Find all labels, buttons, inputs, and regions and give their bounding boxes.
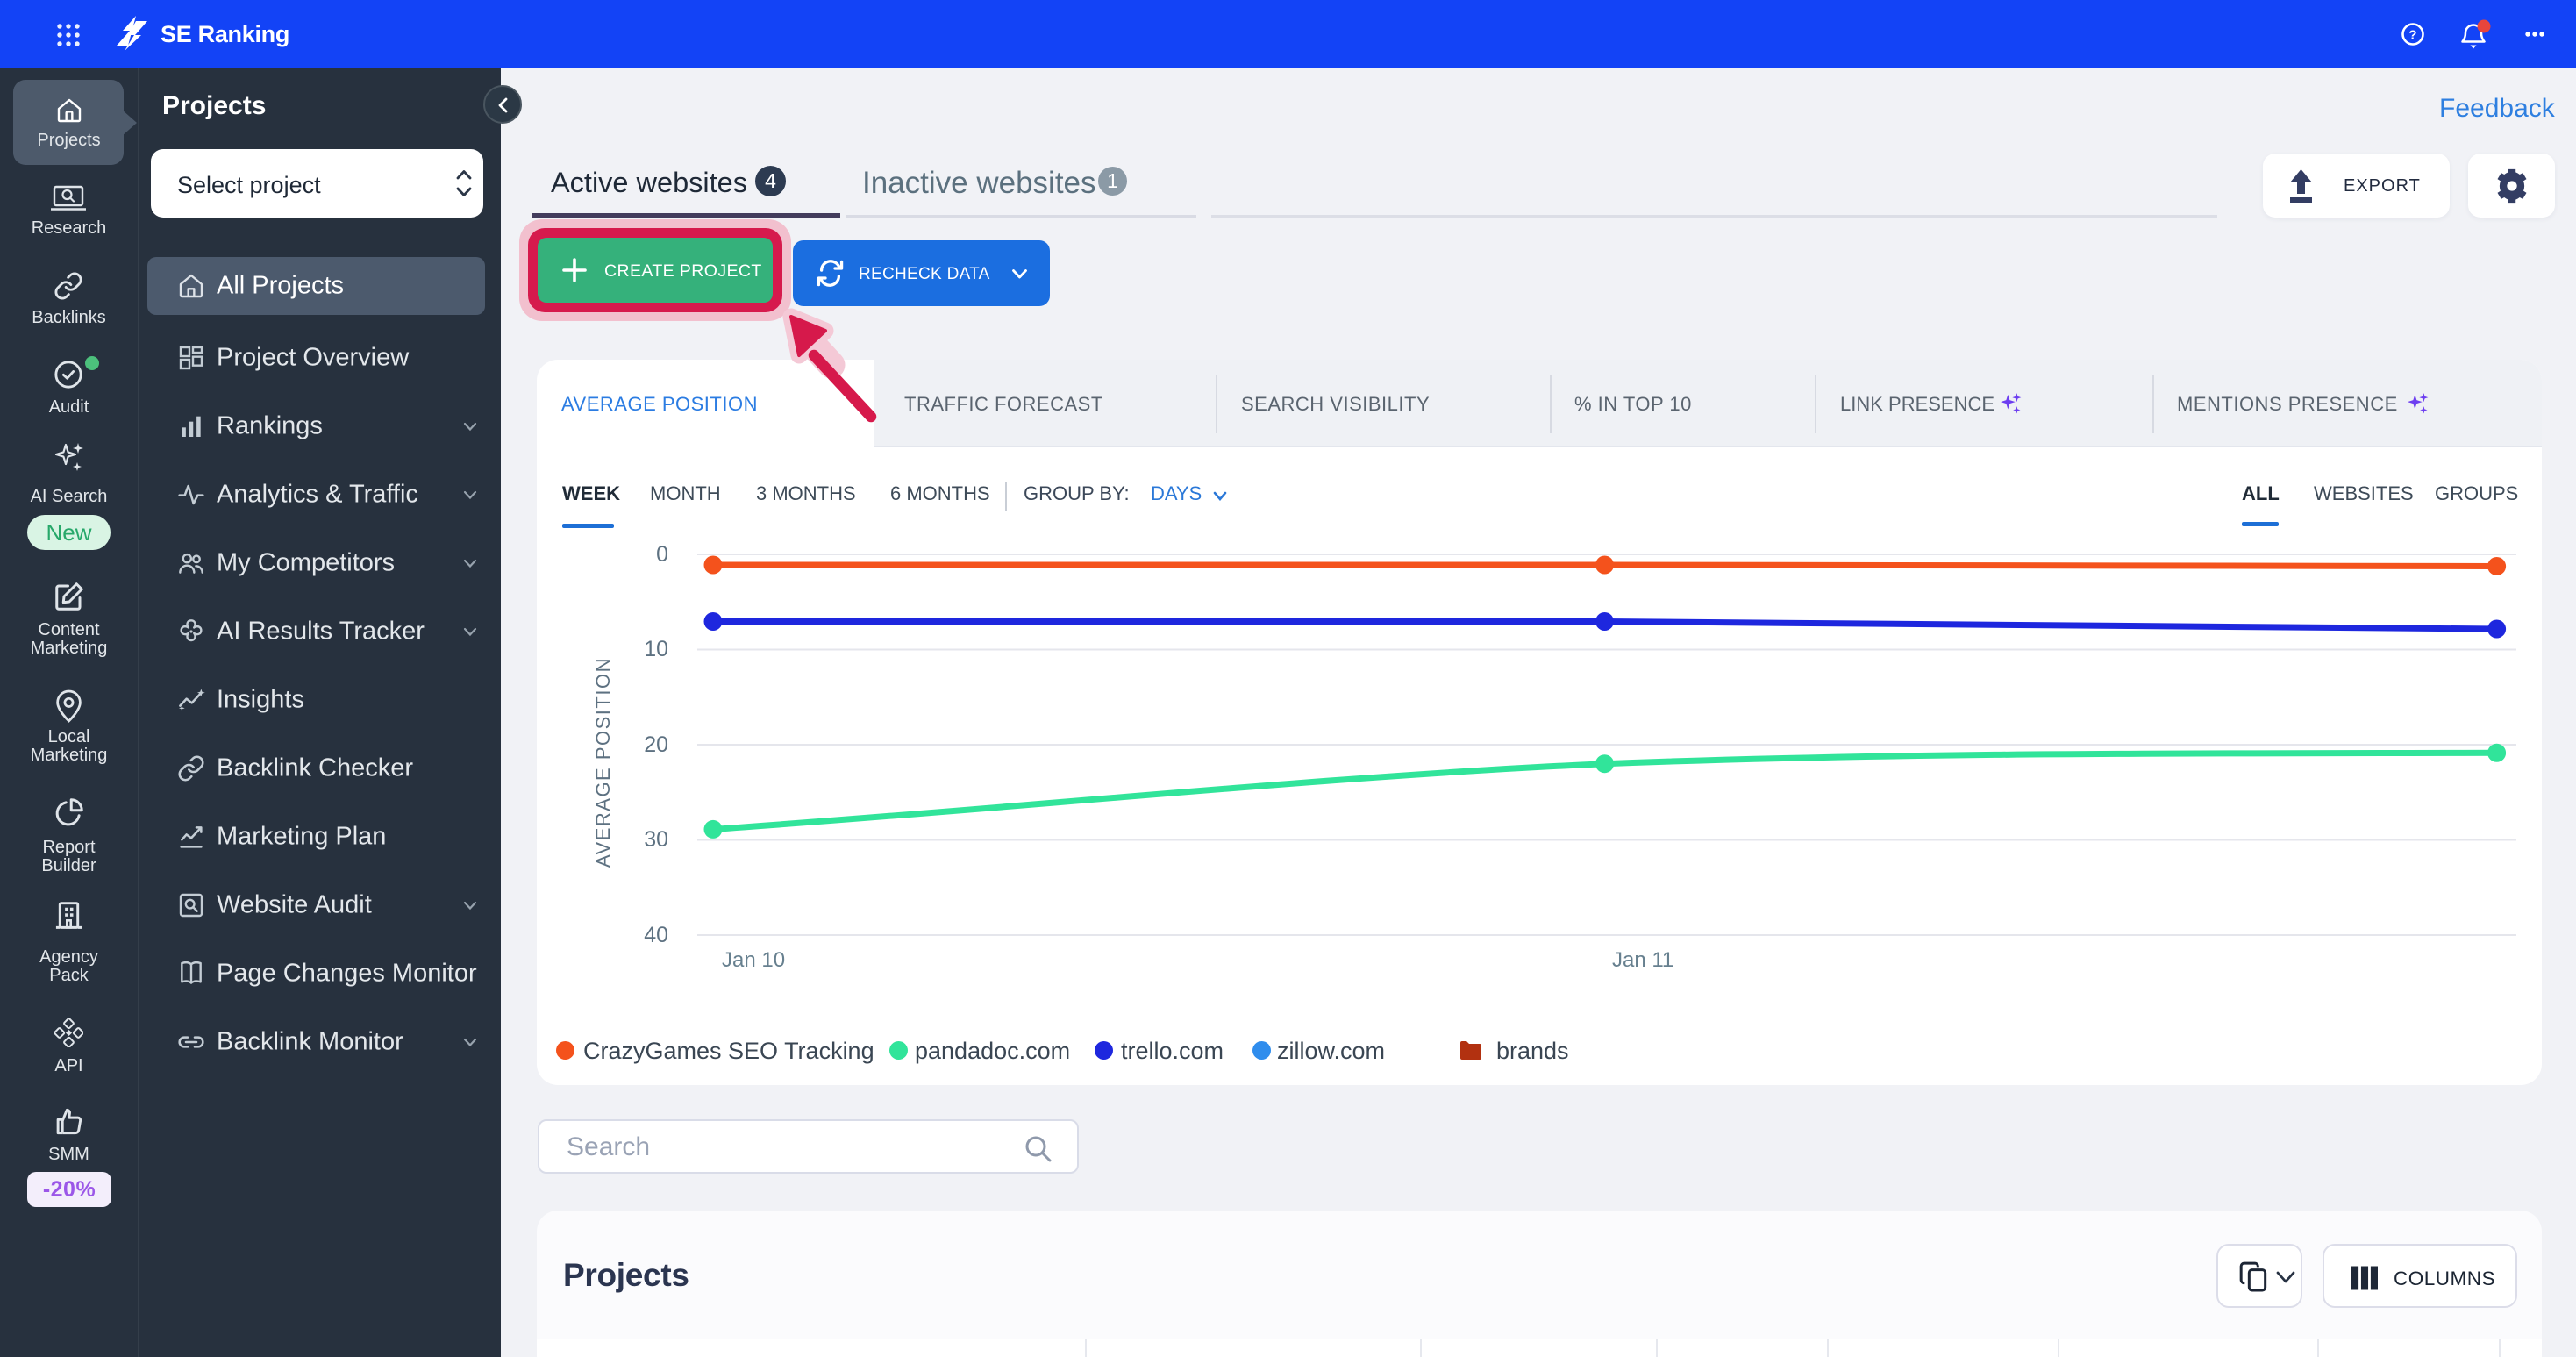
svg-text:?: ? (2408, 28, 2416, 43)
